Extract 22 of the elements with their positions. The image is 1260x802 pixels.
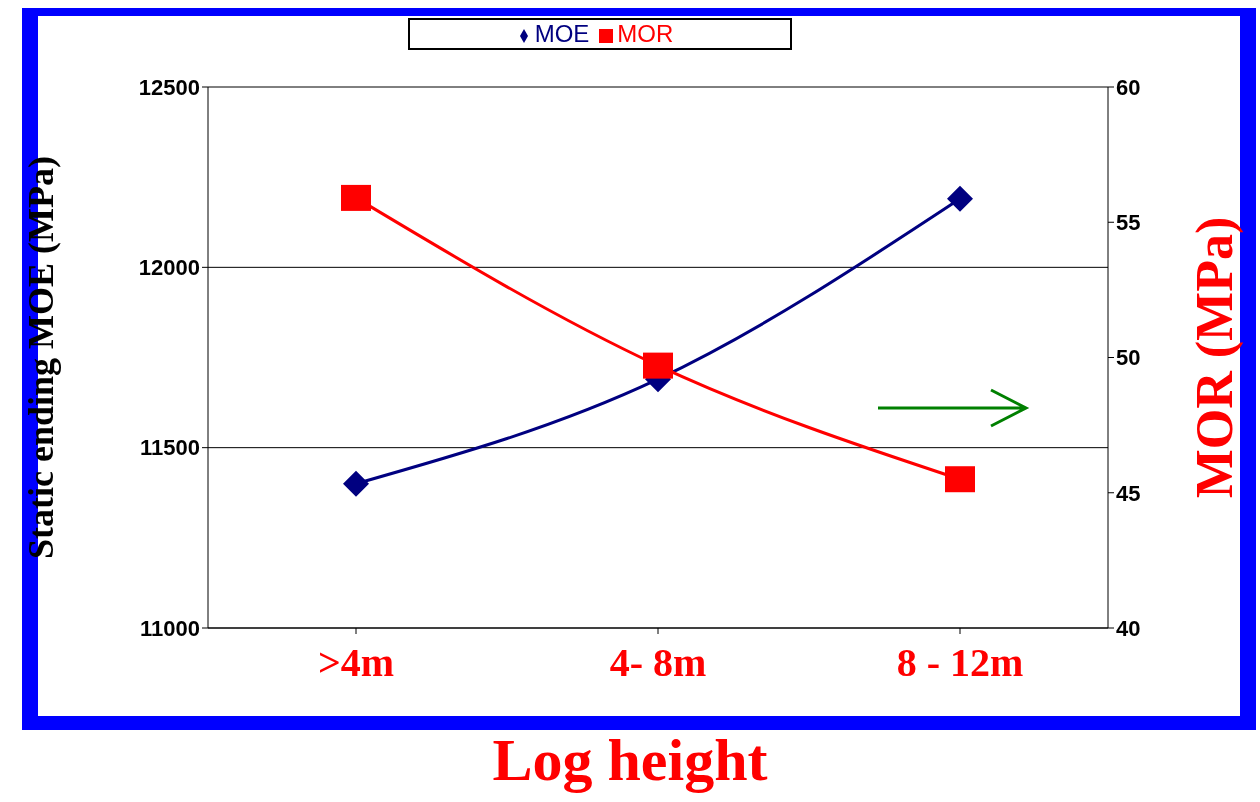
y-tick-label: 12500 <box>138 74 200 100</box>
y-tick-label: 11500 <box>140 435 200 461</box>
legend-label: MOE <box>534 20 590 47</box>
x-axis-title: Log height <box>491 726 769 795</box>
point <box>343 470 369 497</box>
point <box>947 185 973 212</box>
y-tick-label: 11000 <box>140 615 200 641</box>
point <box>341 184 371 211</box>
y2-tick-label: 40 <box>1116 615 1141 641</box>
y2-axis-title: MOR (MPa) <box>1186 216 1245 499</box>
y-tick-label: 12000 <box>138 255 200 281</box>
legend-label: MOR <box>617 20 674 47</box>
y2-tick-label: 45 <box>1116 480 1141 506</box>
x-tick-label: 8 - 12m <box>896 640 1024 686</box>
y2-tick-label: 60 <box>1116 74 1141 100</box>
y2-tick-label: 50 <box>1116 345 1141 371</box>
x-tick-label: >4m <box>317 640 395 686</box>
y2-tick-label: 55 <box>1116 210 1141 236</box>
y-axis-title: Static ending MOE (MPa) <box>20 156 61 559</box>
x-tick-label: 4- 8m <box>609 640 707 686</box>
point <box>643 352 673 379</box>
point <box>945 466 975 493</box>
